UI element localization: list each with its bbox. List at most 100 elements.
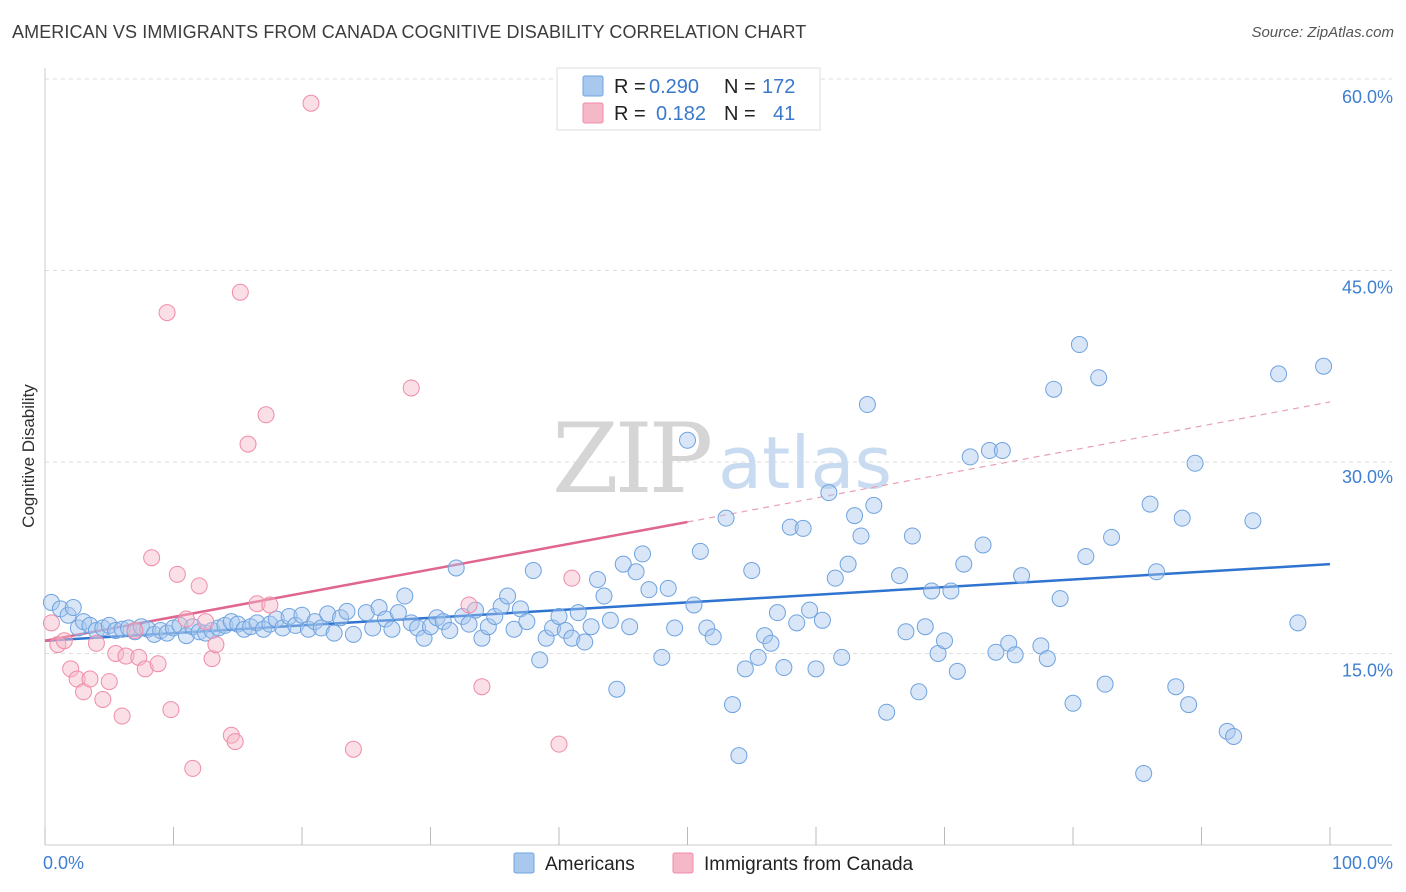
data-point bbox=[42, 614, 60, 632]
data-point bbox=[723, 696, 741, 714]
data-point bbox=[691, 542, 709, 560]
axes bbox=[44, 68, 1392, 846]
data-point bbox=[168, 565, 186, 583]
data-point bbox=[518, 613, 536, 631]
data-point bbox=[942, 582, 960, 600]
watermark: ZIP atlas bbox=[552, 403, 892, 515]
data-point bbox=[550, 607, 568, 625]
data-point bbox=[113, 707, 131, 725]
data-point bbox=[878, 703, 896, 721]
data-point bbox=[717, 509, 735, 527]
data-point bbox=[524, 562, 542, 580]
legend-r-label-canada: R = bbox=[614, 103, 646, 125]
data-point bbox=[704, 628, 722, 646]
data-point bbox=[846, 507, 864, 525]
data-point bbox=[807, 660, 825, 678]
data-point bbox=[775, 659, 793, 677]
data-point bbox=[1141, 495, 1159, 513]
data-point bbox=[961, 448, 979, 466]
data-point bbox=[389, 604, 407, 622]
data-point bbox=[685, 596, 703, 614]
data-point bbox=[107, 645, 125, 662]
data-point bbox=[158, 304, 176, 322]
data-point bbox=[117, 647, 135, 665]
data-point bbox=[319, 605, 337, 623]
data-point bbox=[486, 607, 504, 625]
data-point bbox=[441, 622, 459, 640]
x-tick-labels: 0.0% 100.0% bbox=[43, 853, 1393, 873]
data-point bbox=[826, 569, 844, 587]
legend-n-label-canada: N = bbox=[724, 103, 756, 125]
data-point bbox=[576, 633, 594, 651]
data-point bbox=[344, 625, 362, 643]
data-point bbox=[325, 624, 343, 642]
data-point bbox=[357, 604, 375, 622]
data-point bbox=[231, 283, 249, 301]
data-point bbox=[383, 620, 401, 638]
data-point bbox=[1225, 727, 1243, 745]
legend-n-label-americans: N = bbox=[724, 76, 756, 98]
data-point bbox=[499, 587, 517, 605]
data-point bbox=[916, 618, 934, 636]
data-point bbox=[833, 648, 851, 666]
data-point bbox=[473, 678, 491, 696]
data-point bbox=[640, 581, 658, 599]
legend-n-value-americans: 172 bbox=[762, 76, 795, 98]
top-legend: R = 0.290 N = 172 R = 0.182 N = 41 bbox=[556, 67, 821, 131]
data-point bbox=[332, 609, 350, 627]
data-point bbox=[801, 601, 819, 619]
data-point bbox=[94, 690, 112, 708]
data-point bbox=[460, 615, 478, 633]
data-point bbox=[980, 442, 998, 460]
data-point bbox=[743, 562, 761, 580]
data-point bbox=[608, 680, 626, 698]
data-point bbox=[788, 614, 806, 632]
legend-swatch-americans bbox=[582, 75, 604, 97]
data-point bbox=[149, 655, 167, 673]
data-point bbox=[505, 620, 523, 638]
data-point bbox=[126, 622, 144, 640]
data-point bbox=[280, 607, 298, 625]
data-point bbox=[1096, 675, 1114, 693]
data-point bbox=[659, 579, 677, 597]
legend-swatch-canada bbox=[582, 102, 604, 124]
data-point bbox=[563, 569, 581, 587]
trend-line-canada-extension bbox=[687, 401, 1331, 523]
data-point bbox=[1180, 696, 1198, 714]
data-point bbox=[338, 602, 356, 620]
data-point bbox=[42, 593, 60, 611]
data-point bbox=[113, 620, 131, 638]
data-point bbox=[190, 577, 208, 595]
data-point bbox=[261, 596, 279, 614]
bottom-legend-americans: Americans bbox=[545, 854, 635, 875]
y-tick-label: 30.0% bbox=[1342, 467, 1393, 487]
data-point bbox=[768, 604, 786, 622]
y-tick-label: 60.0% bbox=[1342, 87, 1393, 107]
y-axis-label: Cognitive Disability bbox=[19, 384, 38, 528]
data-point bbox=[736, 660, 754, 678]
data-point bbox=[891, 567, 909, 585]
data-point bbox=[987, 643, 1005, 661]
data-point bbox=[1090, 369, 1108, 387]
data-point bbox=[460, 596, 478, 614]
data-point bbox=[1289, 614, 1307, 632]
data-point bbox=[1064, 694, 1082, 712]
trend-lines bbox=[44, 401, 1331, 642]
y-tick-labels: 15.0% 30.0% 45.0% 60.0% bbox=[1342, 87, 1393, 681]
legend-r-value-americans: 0.290 bbox=[649, 76, 699, 98]
data-point bbox=[820, 484, 838, 502]
data-point bbox=[197, 613, 215, 631]
data-point bbox=[1051, 590, 1069, 608]
data-point bbox=[1077, 547, 1095, 565]
data-point bbox=[614, 555, 632, 573]
data-point bbox=[184, 759, 202, 777]
legend-r-label-americans: R = bbox=[614, 76, 646, 98]
data-point bbox=[1006, 646, 1024, 664]
data-point bbox=[64, 599, 82, 617]
data-point bbox=[537, 629, 555, 647]
data-point bbox=[344, 740, 362, 758]
bottom-legend-swatch-canada bbox=[672, 852, 694, 874]
y-tick-label: 15.0% bbox=[1342, 661, 1393, 681]
data-point bbox=[1315, 357, 1333, 375]
data-point bbox=[207, 636, 225, 654]
